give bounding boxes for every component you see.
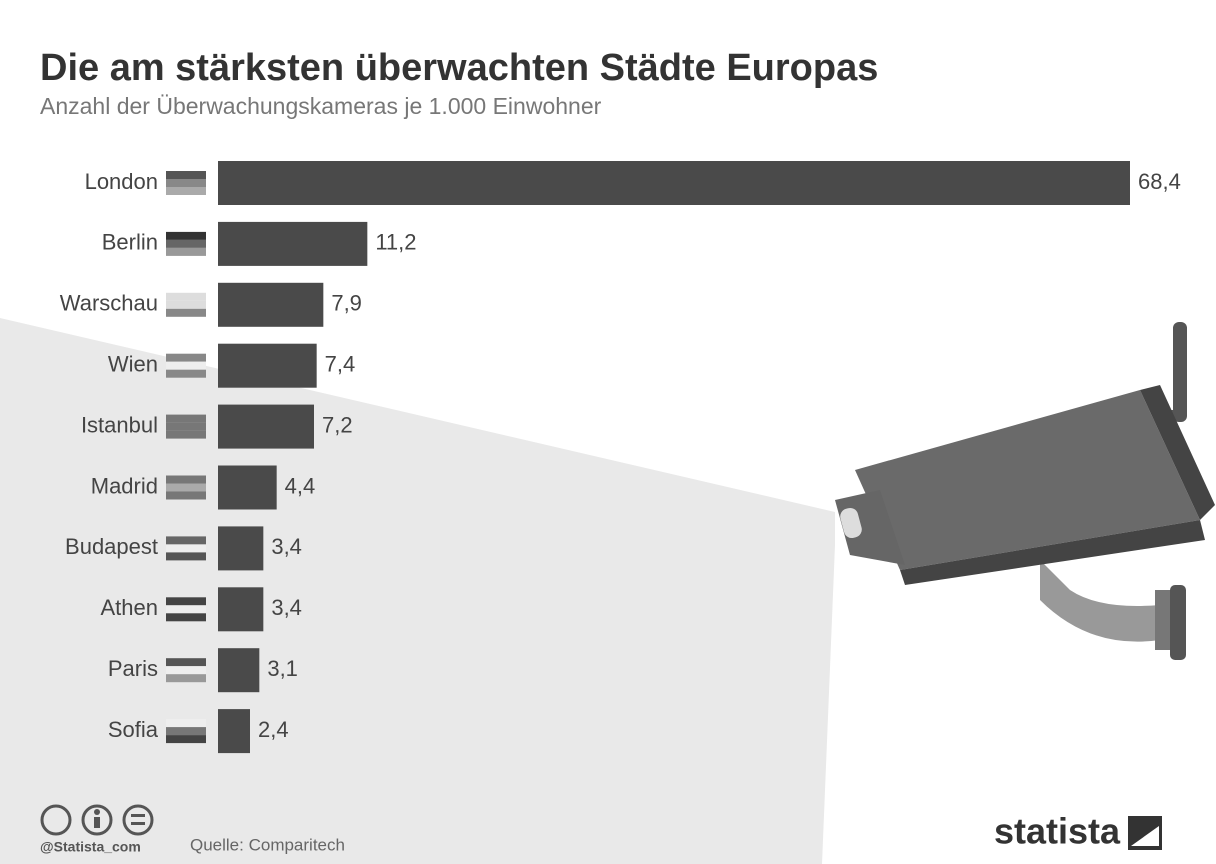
logo: statista — [994, 811, 1121, 852]
category-label: Budapest — [65, 534, 158, 559]
flag-stripe — [166, 536, 206, 545]
flag-stripe — [166, 666, 206, 675]
flag-stripe — [166, 658, 206, 667]
value-label: 3,4 — [271, 595, 302, 620]
handle: @Statista_com — [40, 839, 141, 855]
bar — [218, 404, 314, 449]
chart-subtitle: Anzahl der Überwachungskameras je 1.000 … — [40, 93, 602, 119]
logo-mark — [1128, 816, 1162, 850]
value-label: 7,9 — [331, 291, 362, 316]
license-icons — [40, 804, 154, 836]
flag-stripe — [166, 239, 206, 248]
value-label: 7,2 — [322, 412, 353, 437]
bar — [218, 709, 250, 754]
flag-stripe — [166, 613, 206, 622]
flag-stripe — [166, 544, 206, 553]
bar — [218, 221, 368, 266]
flag-stripe — [166, 727, 206, 736]
category-label: Madrid — [91, 473, 158, 498]
flag-stripe — [166, 552, 206, 561]
flag-stripe — [166, 674, 206, 683]
source: Quelle: Comparitech — [190, 835, 345, 854]
category-label: Istanbul — [81, 412, 158, 437]
category-label: Sofia — [108, 717, 159, 742]
bar — [218, 161, 1130, 205]
flag-stripe — [166, 719, 206, 728]
value-label: 2,4 — [258, 717, 289, 742]
category-label: Wien — [108, 352, 158, 377]
flag-stripe — [166, 353, 206, 362]
flag-stripe — [166, 422, 206, 431]
flag-stripe — [166, 605, 206, 614]
flag-stripe — [166, 247, 206, 256]
category-label: Berlin — [102, 230, 158, 255]
flag-stripe — [166, 430, 206, 439]
flag-stripe — [166, 187, 206, 195]
value-label: 7,4 — [325, 352, 356, 377]
flag-stripe — [166, 597, 206, 606]
value-label: 4,4 — [285, 473, 316, 498]
value-label: 3,1 — [267, 656, 298, 681]
bar — [218, 648, 260, 693]
flag-stripe — [166, 231, 206, 240]
camera-illustration — [835, 322, 1215, 660]
camera-beam — [0, 318, 835, 864]
flag-stripe — [166, 308, 206, 317]
value-label: 11,2 — [375, 230, 416, 255]
value-label: 3,4 — [271, 534, 302, 559]
value-label: 68,4 — [1138, 169, 1181, 194]
flag-stripe — [166, 300, 206, 309]
flag-stripe — [166, 475, 206, 484]
chart-title: Die am stärksten überwachten Städte Euro… — [40, 47, 878, 89]
flag-stripe — [166, 735, 206, 744]
category-label: London — [85, 169, 158, 194]
bar — [218, 465, 277, 510]
bar — [218, 526, 264, 571]
flag-stripe — [166, 483, 206, 492]
bar — [218, 282, 324, 327]
category-label: Paris — [108, 656, 158, 681]
bar — [218, 587, 264, 632]
bar — [218, 343, 317, 388]
flag-stripe — [166, 292, 206, 301]
category-label: Athen — [101, 595, 159, 620]
flag-stripe — [166, 361, 206, 370]
flag-stripe — [166, 491, 206, 500]
flag-stripe — [166, 369, 206, 378]
flag-stripe — [166, 171, 206, 179]
flag-stripe — [166, 414, 206, 423]
category-label: Warschau — [60, 291, 158, 316]
flag-stripe — [166, 179, 206, 187]
